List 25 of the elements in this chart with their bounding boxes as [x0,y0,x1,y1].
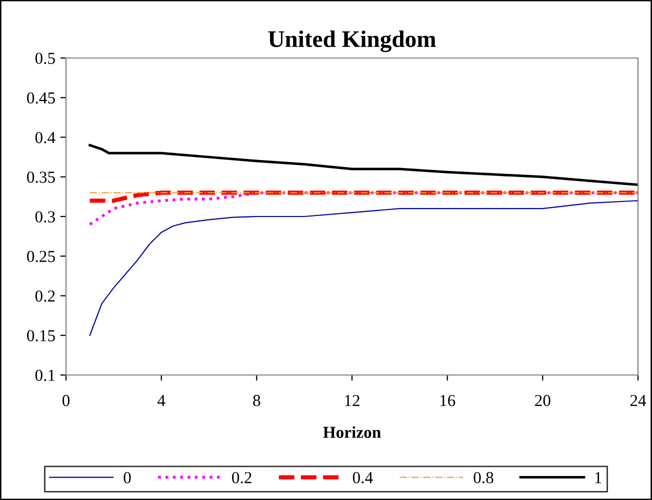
y-tick-label: 0.15 [27,330,55,342]
legend-label: 0 [124,472,131,484]
y-tick-label: 0.2 [35,290,55,302]
legend-label: 1 [595,472,602,484]
line-series [89,200,638,336]
x-tick-label: 4 [157,395,166,406]
x-tick-label: 16 [440,394,456,406]
y-tick-label: 0.25 [27,250,55,262]
line-series [88,144,638,186]
y-tick-label: 0.35 [27,172,55,183]
legend-label: 0.8 [474,472,494,484]
x-tick-label: 8 [253,394,260,406]
x-tick-label: 0 [62,394,70,406]
legend-label: 0.4 [352,472,373,484]
x-tick-label: 12 [345,394,360,406]
y-tick-label: 0.3 [35,211,55,223]
x-axis-title: Horizon [323,426,381,438]
y-tick-label: 0.5 [35,52,55,64]
x-tick-label: 20 [535,394,550,406]
x-tick-label: 24 [630,394,646,406]
legend-label: 0.2 [232,472,252,484]
y-tick-label: 0.45 [27,92,55,104]
y-tick-label: 0.1 [35,370,55,382]
chart-title: United Kingdom [268,30,436,52]
y-tick-label: 0.4 [35,132,56,144]
